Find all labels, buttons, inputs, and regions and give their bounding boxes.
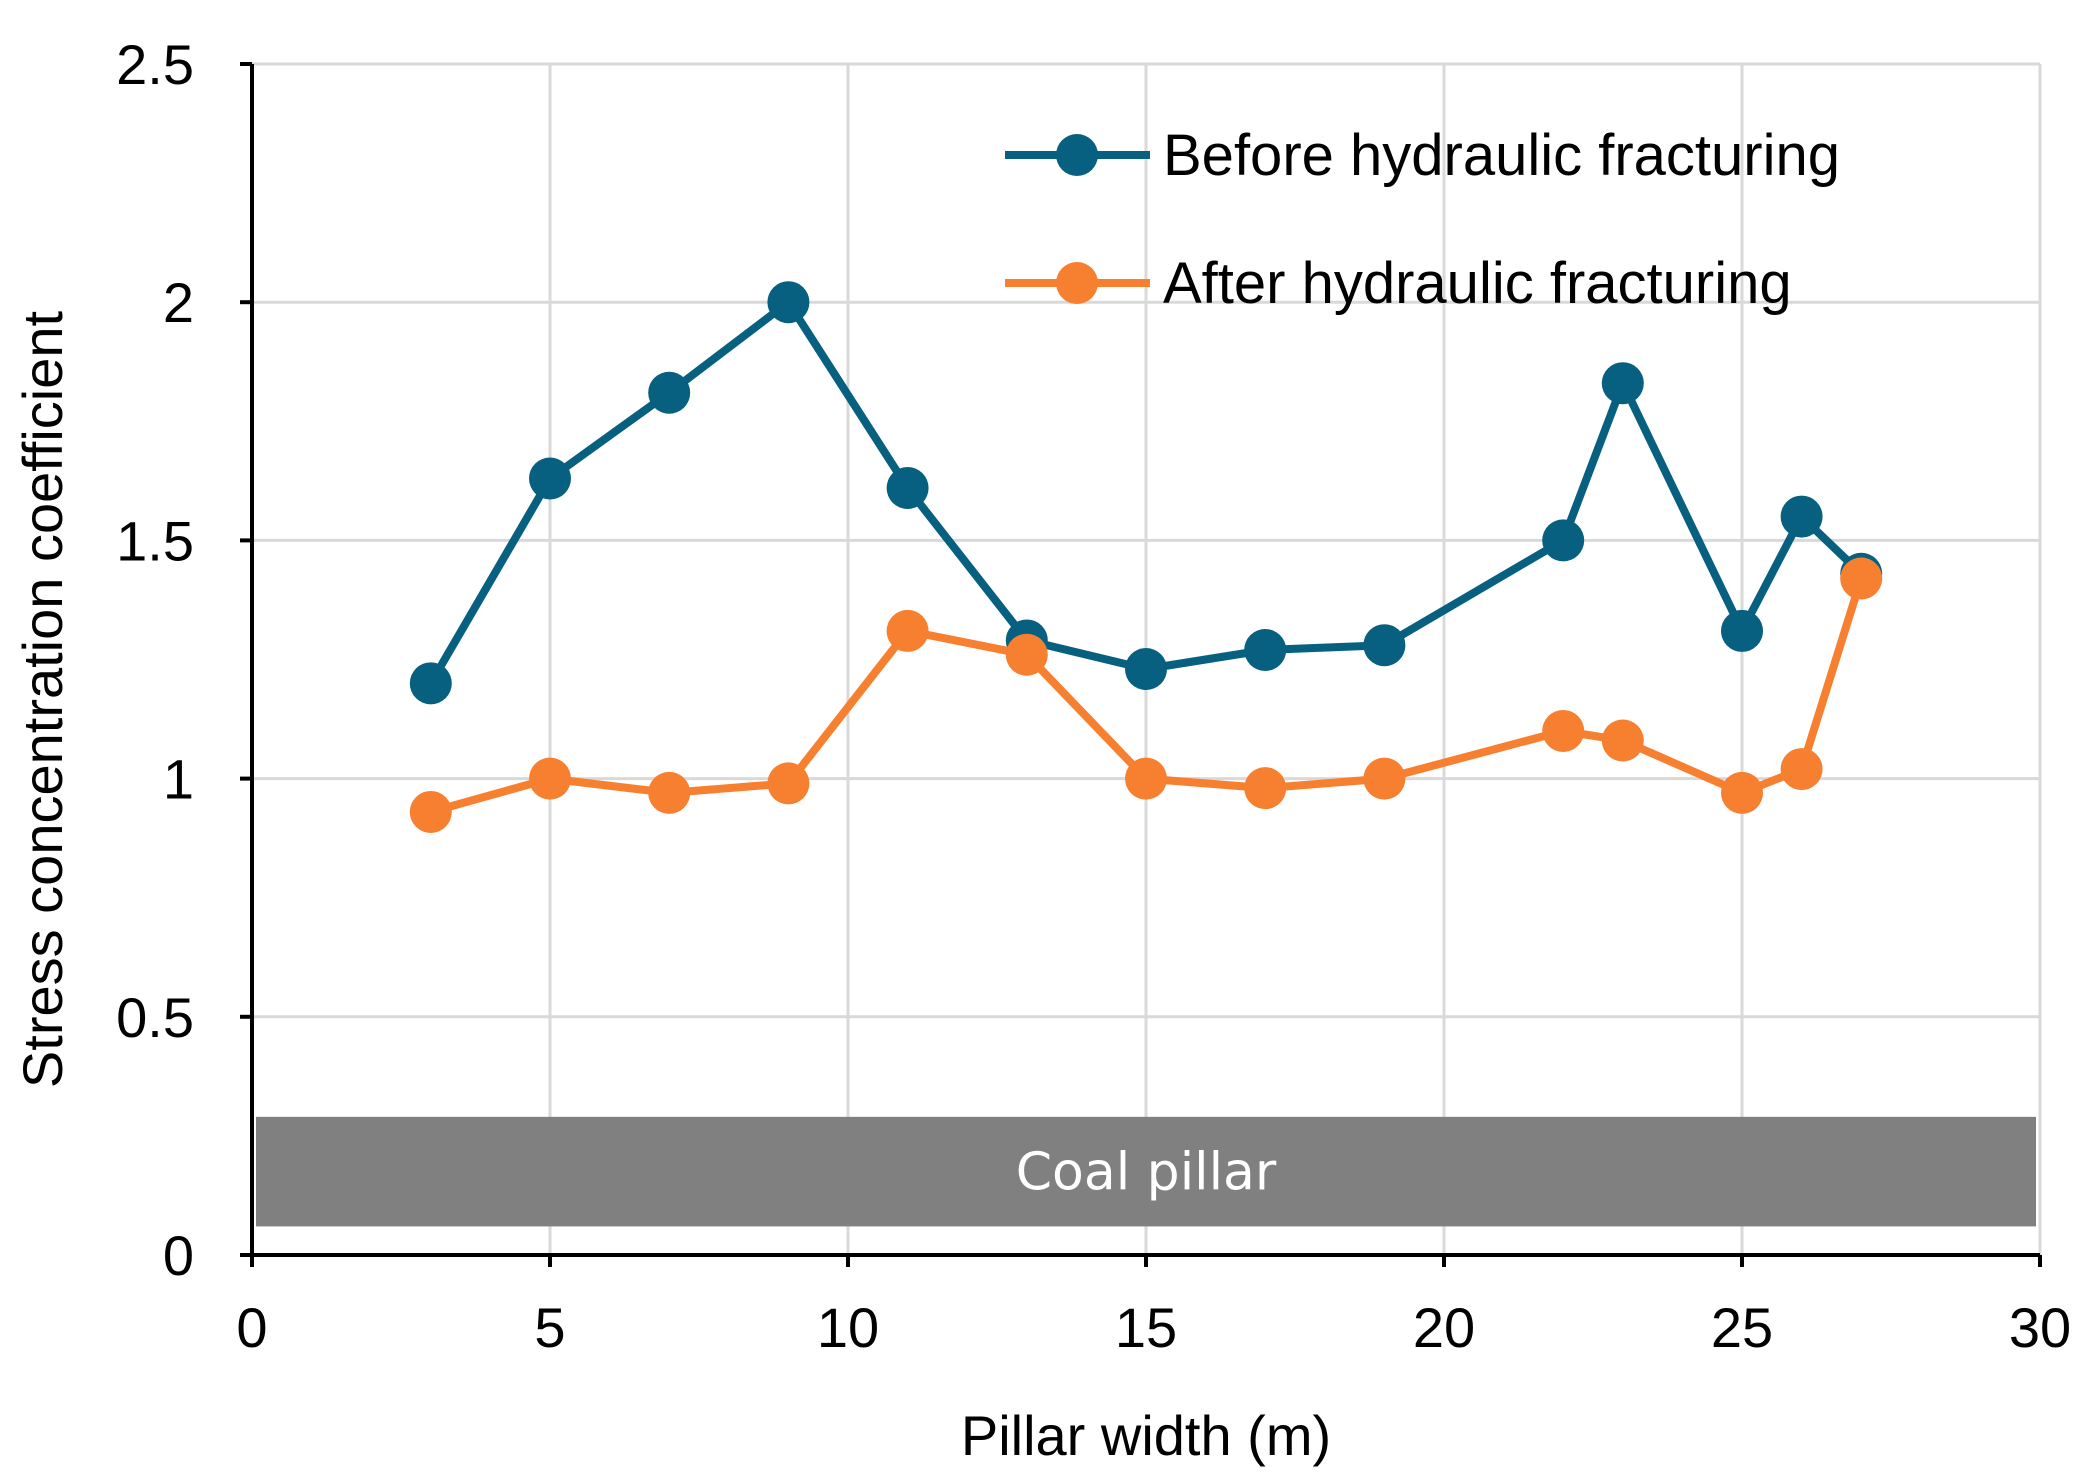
legend-item-1: Before hydraulic fracturing — [1005, 123, 1840, 188]
coal-pillar-band-group: Coal pillar — [256, 1116, 2036, 1227]
series-line — [427, 298, 1864, 686]
legend-marker — [1056, 262, 1098, 304]
legend: Before hydraulic fracturing After hydraul… — [1005, 123, 1840, 316]
legend-label: Before hydraulic fracturing — [1163, 123, 1840, 188]
series-group — [409, 281, 1883, 833]
legend-label: After hydraulic fracturing — [1163, 251, 1792, 316]
tick-labels: 0 5 10 15 20 25 30 0 0.5 1 1.5 2 2.5 — [116, 33, 2071, 1359]
x-tick-label: 15 — [1115, 1296, 1177, 1359]
data-point — [648, 371, 691, 414]
y-tick-label: 2 — [163, 271, 194, 334]
data-point — [886, 466, 929, 509]
data-point — [1721, 609, 1763, 652]
data-point — [1005, 633, 1048, 676]
data-point — [529, 757, 571, 800]
series-1 — [409, 281, 1883, 705]
y-axis-title: Stress concentration coefficient — [11, 310, 74, 1088]
data-point — [1780, 748, 1823, 791]
data-point — [1542, 709, 1585, 752]
x-tick-label: 5 — [534, 1296, 565, 1359]
data-point — [767, 281, 810, 324]
x-tick-label: 10 — [817, 1296, 879, 1359]
x-tick-label: 25 — [1711, 1296, 1773, 1359]
data-point — [1601, 362, 1644, 405]
x-tick-label: 20 — [1413, 1296, 1475, 1359]
series-2 — [409, 557, 1883, 833]
data-point — [1125, 648, 1167, 691]
data-point — [409, 662, 452, 705]
data-point — [1244, 767, 1287, 810]
y-tick-label: 2.5 — [116, 33, 194, 96]
data-point — [529, 457, 571, 500]
data-point — [1125, 757, 1167, 800]
legend-item-2: After hydraulic fracturing — [1005, 251, 1792, 316]
axes — [240, 62, 2042, 1267]
coal-pillar-label: Coal pillar — [1016, 1143, 1277, 1203]
data-point — [1601, 719, 1644, 762]
x-axis-title: Pillar width (m) — [961, 1404, 1331, 1467]
data-point — [767, 762, 810, 805]
data-point — [1244, 628, 1287, 671]
y-tick-label: 1 — [163, 748, 194, 811]
gridlines — [252, 62, 2042, 1255]
data-point — [409, 790, 452, 833]
data-point — [1840, 557, 1883, 600]
legend-marker — [1056, 134, 1098, 176]
y-tick-label: 0 — [163, 1224, 194, 1287]
data-point — [648, 771, 691, 814]
data-point — [1721, 771, 1763, 814]
data-point — [886, 609, 929, 652]
x-tick-label: 0 — [236, 1296, 267, 1359]
data-point — [1363, 624, 1406, 667]
data-point — [1363, 757, 1406, 800]
coal-pillar-band — [256, 1116, 2036, 1227]
data-point — [1542, 519, 1585, 562]
x-tick-label: 30 — [2009, 1296, 2071, 1359]
data-point — [1780, 495, 1823, 538]
y-tick-label: 0.5 — [116, 986, 194, 1049]
y-tick-label: 1.5 — [116, 509, 194, 572]
